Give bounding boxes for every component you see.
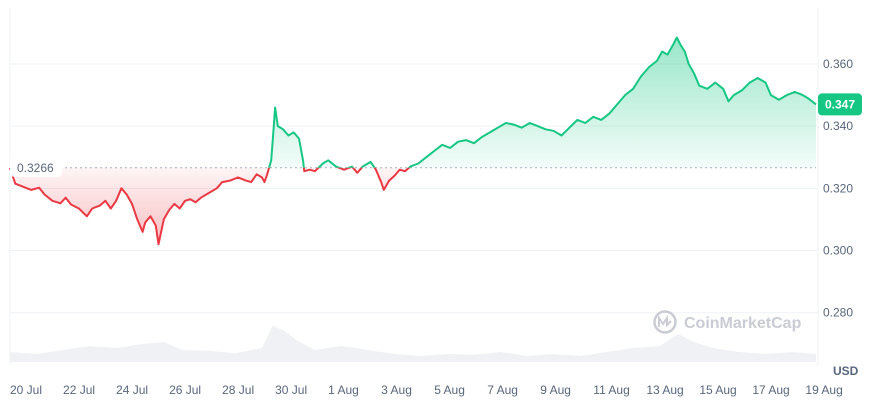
price-lines (9, 36, 817, 246)
x-tick-label: 19 Aug (805, 383, 842, 397)
currency-label: USD (833, 364, 859, 378)
y-tick-label: 0.360 (823, 57, 853, 71)
y-axis: 0.280 0.300 0.320 0.340 0.360 (823, 57, 853, 320)
x-tick-label: 22 Jul (63, 383, 95, 397)
watermark: CoinMarketCap (653, 310, 802, 334)
area-below-reference (10, 167, 409, 245)
y-tick-label: 0.340 (823, 119, 853, 133)
x-tick-label: 24 Jul (116, 383, 148, 397)
x-tick-label: 1 Aug (328, 383, 359, 397)
x-tick-label: 9 Aug (540, 383, 571, 397)
area-above-reference (10, 37, 816, 168)
y-tick-label: 0.300 (823, 244, 853, 258)
x-tick-label: 13 Aug (646, 383, 683, 397)
x-tick-label: 3 Aug (381, 383, 412, 397)
volume-area (10, 326, 816, 362)
watermark-text: CoinMarketCap (684, 315, 802, 332)
price-line-below (9, 167, 411, 246)
last-price-label: 0.347 (825, 97, 855, 111)
y-tick-label: 0.280 (823, 306, 853, 320)
x-tick-label: 5 Aug (434, 383, 465, 397)
reference-price-label: 0.3266 (17, 161, 54, 175)
x-tick-label: 20 Jul (10, 383, 42, 397)
x-tick-label: 28 Jul (222, 383, 254, 397)
price-line-above (9, 36, 817, 168)
x-tick-label: 30 Jul (275, 383, 307, 397)
price-area-fills (10, 37, 816, 245)
coinmarketcap-logo-icon (653, 310, 677, 334)
x-tick-label: 7 Aug (487, 383, 518, 397)
x-tick-label: 15 Aug (699, 383, 736, 397)
y-tick-label: 0.320 (823, 181, 853, 195)
x-tick-label: 26 Jul (169, 383, 201, 397)
x-tick-label: 11 Aug (593, 383, 629, 397)
volume-shape (10, 326, 816, 362)
reference-price-badge: 0.3266 (10, 156, 62, 177)
last-price-badge: 0.347 (818, 93, 862, 116)
x-axis: 20 Jul 22 Jul 24 Jul 26 Jul 28 Jul 30 Jul 1 Au… (10, 383, 843, 397)
x-tick-label: 17 Aug (752, 383, 789, 397)
